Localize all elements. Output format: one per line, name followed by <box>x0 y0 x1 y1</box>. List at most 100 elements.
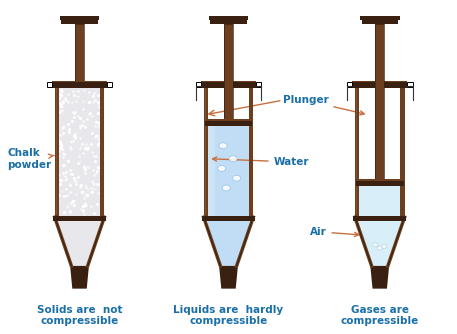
Point <box>80 203 87 208</box>
Bar <box>360 16 399 20</box>
Bar <box>206 119 251 217</box>
Point <box>58 107 66 113</box>
Point <box>80 195 88 200</box>
Point <box>85 186 92 191</box>
Point <box>72 191 80 196</box>
Point <box>75 153 83 158</box>
Point <box>68 100 75 105</box>
Point <box>85 89 93 95</box>
Point <box>81 170 89 176</box>
Point <box>78 189 85 195</box>
Point <box>91 173 98 178</box>
Bar <box>61 16 98 24</box>
Point <box>77 159 84 164</box>
Bar <box>361 16 398 24</box>
Point <box>93 133 100 138</box>
Point <box>95 164 102 169</box>
Point <box>59 193 66 199</box>
Point <box>69 109 76 114</box>
Point <box>65 127 73 132</box>
Point <box>88 179 96 184</box>
Point <box>80 99 87 104</box>
Point <box>56 181 64 186</box>
Point <box>71 202 78 208</box>
Point <box>71 178 79 184</box>
Point <box>60 163 67 168</box>
Point <box>58 93 65 98</box>
Point <box>81 200 88 205</box>
Point <box>89 189 96 195</box>
Point <box>96 165 103 171</box>
Bar <box>202 216 255 221</box>
Point <box>67 139 74 145</box>
Bar <box>207 119 215 217</box>
Point <box>67 208 74 213</box>
Point <box>94 103 101 109</box>
Bar <box>347 82 352 87</box>
Point <box>85 99 93 105</box>
Point <box>90 210 98 215</box>
Point <box>95 190 102 195</box>
Point <box>74 161 82 166</box>
Point <box>77 182 85 188</box>
Bar <box>52 81 107 82</box>
Bar <box>205 119 252 121</box>
Bar <box>204 81 208 217</box>
Point <box>57 146 64 151</box>
Point <box>63 204 70 209</box>
Point <box>58 109 65 114</box>
Point <box>77 206 85 212</box>
Point <box>91 97 99 103</box>
Point <box>67 167 74 172</box>
Polygon shape <box>70 266 89 289</box>
Point <box>96 181 103 186</box>
Point <box>61 193 69 198</box>
Point <box>81 145 88 151</box>
Point <box>74 175 82 180</box>
Point <box>86 111 94 116</box>
Point <box>84 145 91 150</box>
Point <box>71 110 79 115</box>
Point <box>69 138 77 144</box>
Point <box>87 203 95 209</box>
Point <box>56 91 63 96</box>
Point <box>93 201 101 207</box>
Point <box>66 182 73 187</box>
Bar <box>209 16 248 20</box>
Polygon shape <box>370 266 389 289</box>
Bar <box>353 216 406 221</box>
Point <box>72 135 79 140</box>
Bar <box>356 179 404 186</box>
Point <box>78 122 85 128</box>
Bar <box>249 81 253 217</box>
Point <box>60 155 67 160</box>
Point <box>69 198 76 204</box>
Point <box>69 118 76 124</box>
Point <box>80 212 88 217</box>
Bar <box>52 81 107 88</box>
Point <box>57 88 64 93</box>
Point <box>76 125 83 131</box>
Point <box>62 98 69 103</box>
Bar <box>53 216 106 221</box>
Point <box>68 172 75 177</box>
Point <box>63 177 70 182</box>
Point <box>94 142 101 148</box>
Bar <box>356 84 357 214</box>
Point <box>84 192 91 198</box>
Point <box>82 184 90 190</box>
Point <box>70 133 78 138</box>
Bar <box>57 81 102 217</box>
Point <box>59 99 66 104</box>
Circle shape <box>219 143 227 149</box>
Point <box>71 110 78 116</box>
Point <box>94 111 101 116</box>
Point <box>67 138 74 143</box>
Bar <box>375 24 384 179</box>
Point <box>60 100 67 106</box>
Point <box>74 93 81 98</box>
Bar <box>205 119 252 126</box>
Point <box>95 100 102 105</box>
Point <box>57 143 64 149</box>
Point <box>83 191 90 196</box>
